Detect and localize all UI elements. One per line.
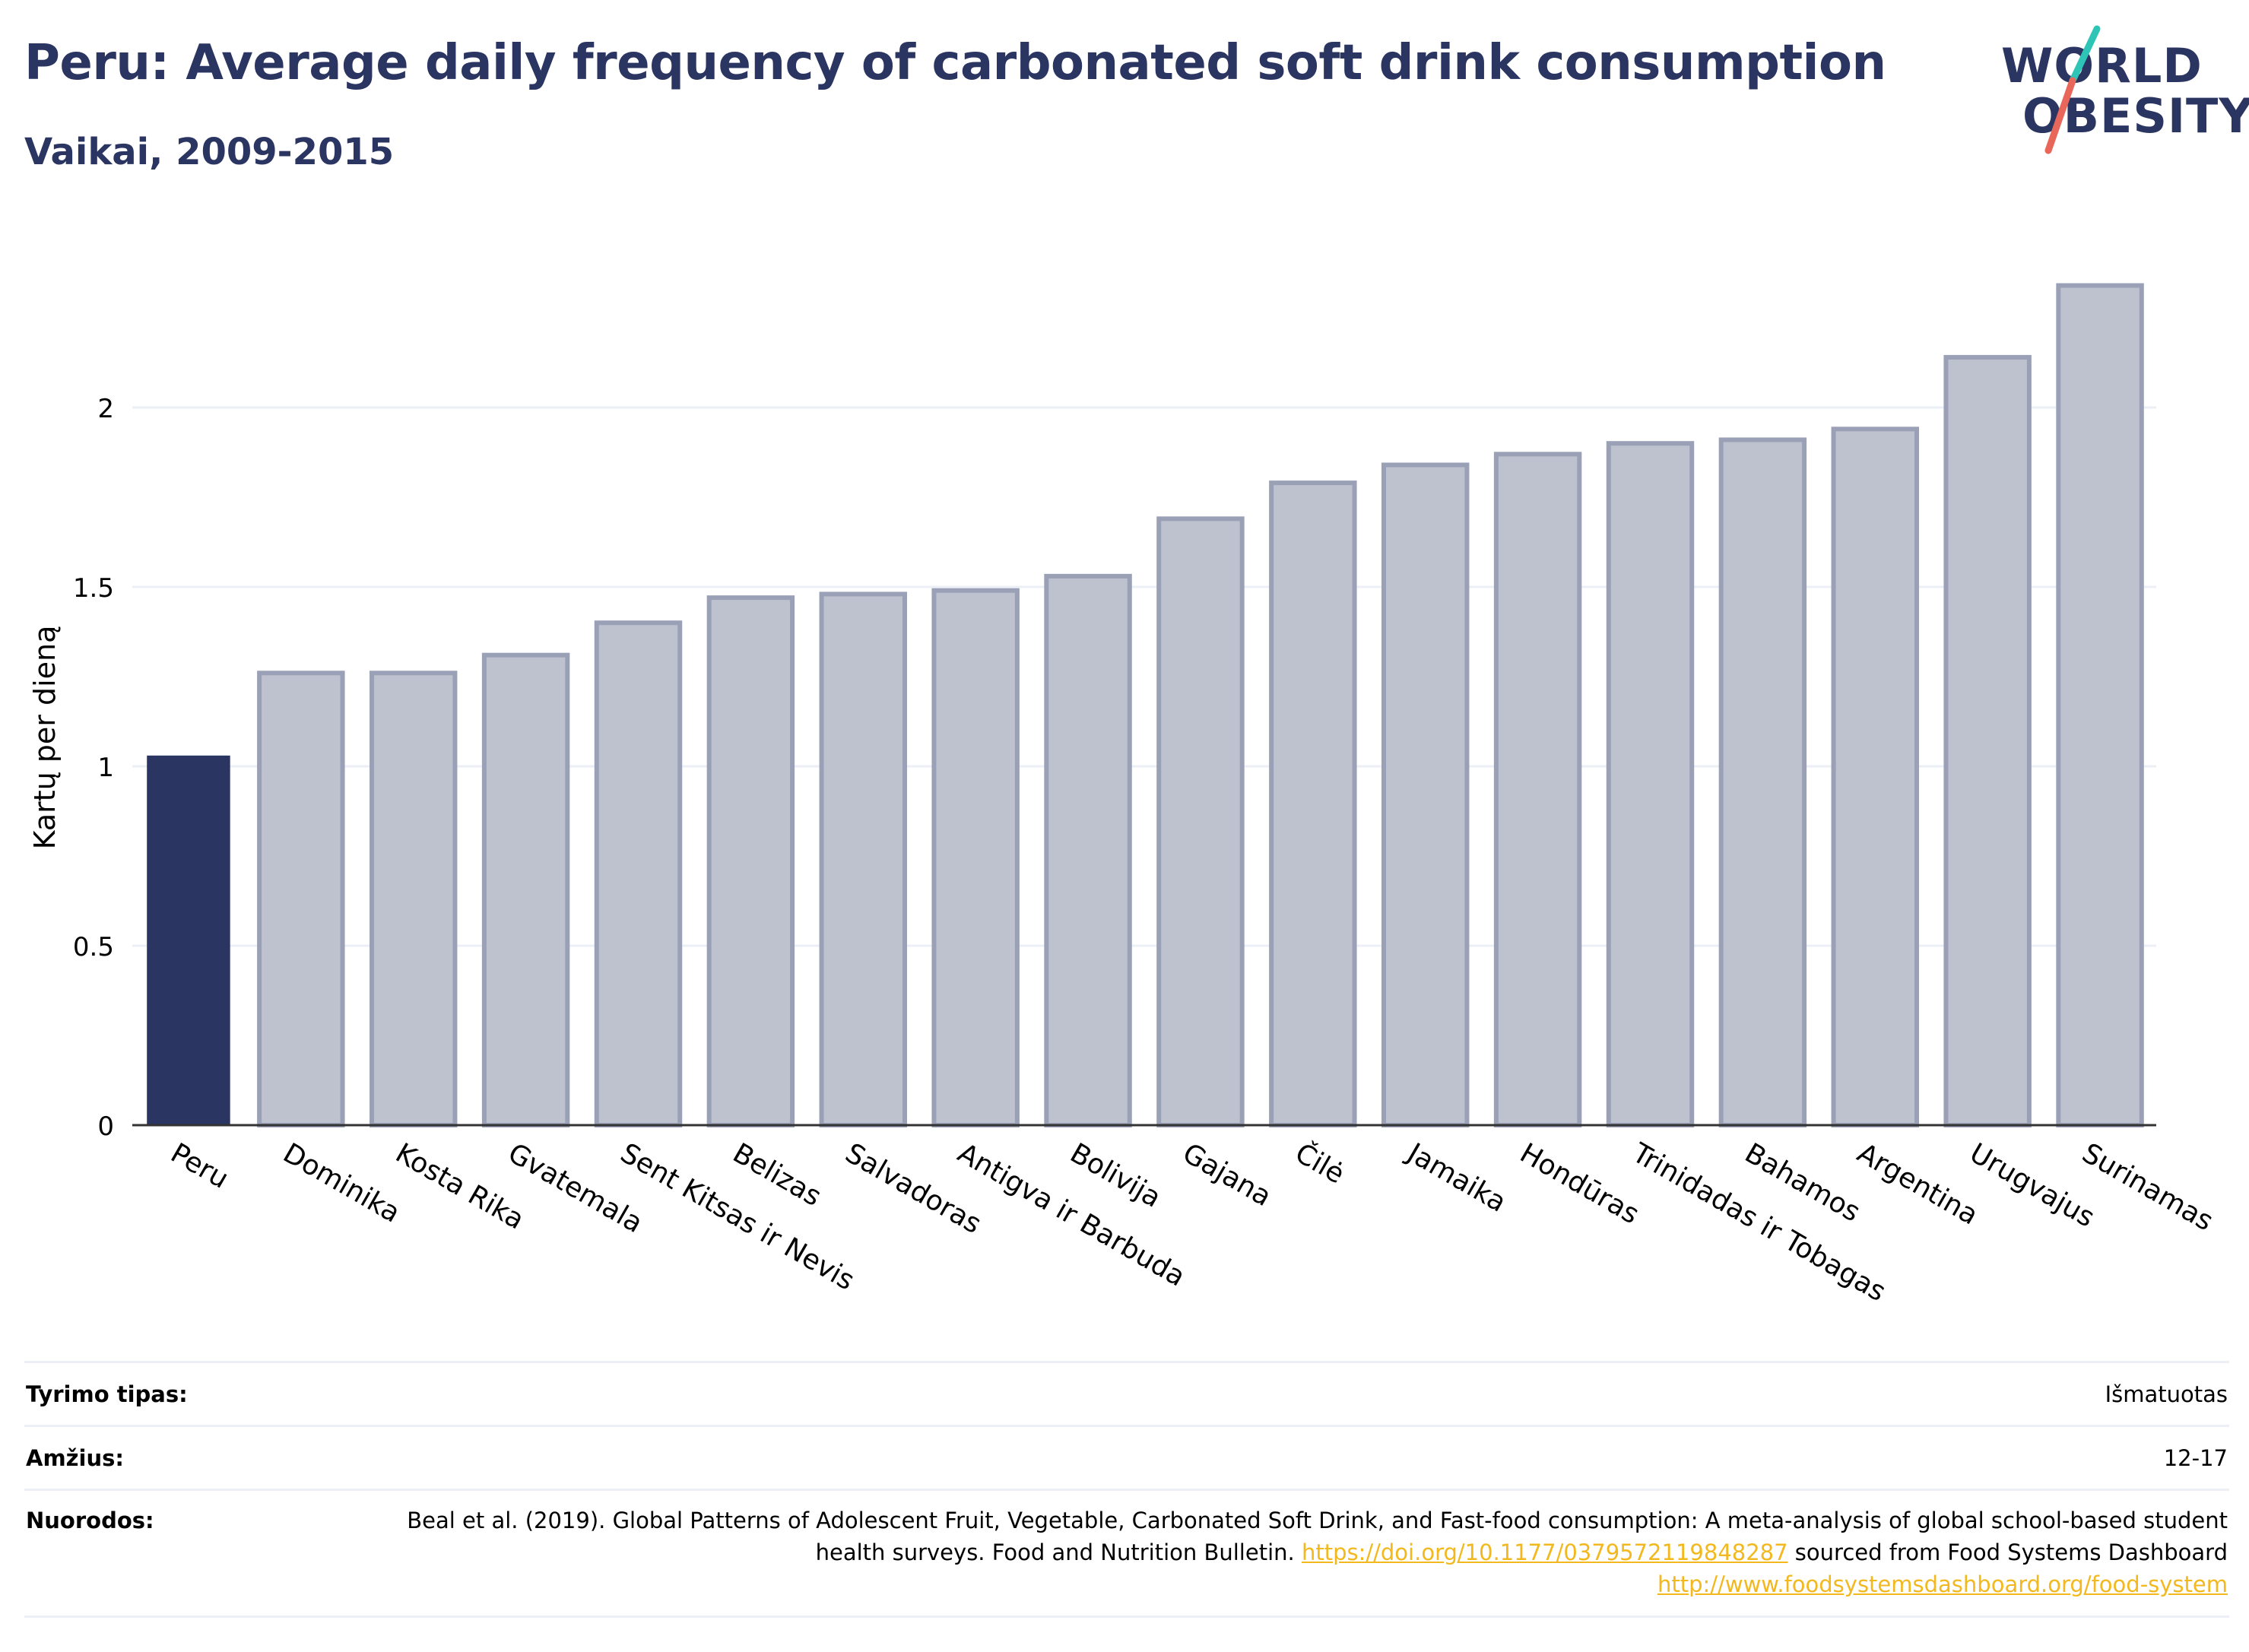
meta-row-age: Amžius: 12-17 <box>24 1425 2229 1489</box>
y-axis-label: Kartų per dieną <box>28 626 62 850</box>
meta-row-study-type: Tyrimo tipas: Išmatuotas <box>24 1361 2229 1425</box>
food-systems-dashboard-link[interactable]: http://www.foodsystemsdashboard.org/food… <box>1657 1571 2228 1597</box>
world-obesity-logo: WORLD OBESITY <box>1984 23 2249 160</box>
bar-bahamos <box>1718 437 1807 1127</box>
x-tick-label: Čilė <box>1289 1137 1350 1190</box>
bar-hondūras <box>1493 452 1582 1127</box>
y-tick-label: 1 <box>97 753 114 783</box>
y-tick-label: 2 <box>97 394 114 424</box>
x-tick-label: Argentina <box>1852 1137 1984 1231</box>
x-tick-label: Gajana <box>1177 1137 1276 1213</box>
y-tick-label: 0 <box>97 1111 114 1142</box>
bar-dominika <box>257 671 345 1127</box>
y-axis-ticks: 0 0.5 1 1.5 2 <box>73 394 114 1142</box>
references-label: Nuorodos: <box>26 1508 154 1533</box>
age-label: Amžius: <box>26 1445 124 1471</box>
study-type-value: Išmatuotas <box>2105 1381 2228 1407</box>
logo-slash-icon <box>2044 25 2101 154</box>
reference-source: sourced from Food Systems Dashboard <box>1794 1539 2228 1565</box>
bar-čilė <box>1269 480 1357 1127</box>
age-value: 12-17 <box>2163 1445 2228 1471</box>
references-value: Beal et al. (2019). Global Patterns of A… <box>403 1505 2228 1600</box>
chart-title: Peru: Average daily frequency of carbona… <box>24 35 1886 91</box>
x-tick-label: Hondūras <box>1515 1137 1644 1230</box>
x-tick-label: Urugvajus <box>1965 1137 2100 1233</box>
bar-salvadoras <box>819 591 907 1127</box>
meta-row-references: Nuorodos: Beal et al. (2019). Global Pat… <box>24 1489 2229 1618</box>
x-tick-label: Peru <box>165 1137 233 1195</box>
bar-belizas <box>706 595 795 1127</box>
bar-kosta-rika <box>370 671 458 1127</box>
bar-trinidadas-ir-tobagas <box>1606 441 1695 1127</box>
y-tick-label: 0.5 <box>73 932 114 962</box>
y-tick-label: 1.5 <box>73 573 114 604</box>
reference-citation: Beal et al. (2019). Global Patterns of A… <box>407 1508 2228 1565</box>
metadata-table: Tyrimo tipas: Išmatuotas Amžius: 12-17 N… <box>24 1361 2229 1618</box>
x-tick-label: Dominika <box>278 1137 405 1229</box>
x-tick-label: Surinamas <box>2077 1137 2219 1237</box>
bar-surinamas <box>2056 283 2144 1127</box>
grid-lines <box>132 406 2156 947</box>
chart-subtitle: Vaikai, 2009-2015 <box>24 131 395 173</box>
bar-antigva-ir-barbuda <box>931 588 1020 1127</box>
bar-sent-kitsas-ir-nevis <box>594 620 683 1127</box>
bars <box>147 283 2144 1128</box>
logo-word-world: WORLD <box>2001 38 2203 94</box>
bar-gajana <box>1156 516 1245 1127</box>
study-type-label: Tyrimo tipas: <box>26 1381 188 1407</box>
x-tick-label: Jamaika <box>1400 1137 1511 1219</box>
bar-bolivija <box>1044 573 1132 1127</box>
bar-argentina <box>1831 426 1919 1127</box>
bar-gvatemala <box>481 652 570 1127</box>
bar-peru <box>147 755 230 1125</box>
bar-urugvajus <box>1943 354 2032 1128</box>
doi-link[interactable]: https://doi.org/10.1177/0379572119848287 <box>1301 1539 1788 1565</box>
x-tick-label: Kosta Rika <box>390 1137 529 1235</box>
bar-jamaika <box>1381 462 1470 1127</box>
